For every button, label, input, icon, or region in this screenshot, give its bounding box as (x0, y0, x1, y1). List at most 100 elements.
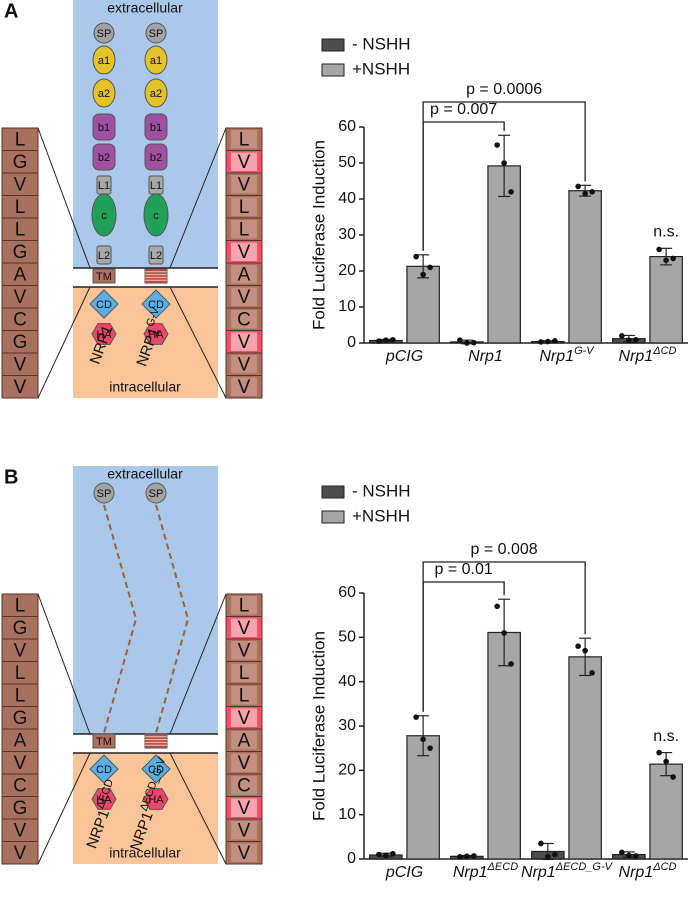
residue-letter: C (237, 775, 251, 796)
legend-label: - NSHH (352, 34, 411, 53)
data-point (656, 749, 662, 756)
residue-box (1, 375, 39, 399)
residue-letter: V (238, 152, 251, 173)
tm-striped (144, 733, 168, 749)
residue-letter: V (14, 287, 27, 308)
y-axis-label: Fold Luciferase Induction (309, 631, 328, 821)
zoom-line (37, 286, 91, 399)
domain-shape (92, 78, 116, 108)
data-point (670, 774, 676, 780)
domain-label: SP (149, 28, 164, 40)
data-point (420, 736, 426, 743)
domain-shape (93, 22, 115, 44)
x-tick-label-sup: ΔECD_G-V (555, 861, 614, 873)
residue-inner (231, 175, 257, 194)
data-point (464, 340, 470, 346)
y-tick-label: 10 (338, 298, 356, 315)
domain-label: TM (96, 271, 112, 283)
domain-shape (143, 323, 169, 345)
domain-label: CD (96, 764, 112, 776)
legend-swatch (321, 485, 345, 499)
x-tick-label: Nrp1G-V (539, 345, 595, 365)
domain-shape (93, 482, 115, 504)
domain-shape (144, 113, 168, 141)
domain-label: b1 (150, 122, 162, 134)
y-tick-label: 50 (338, 154, 356, 171)
p-value: p = 0.008 (471, 541, 538, 558)
residue-letter: V (14, 640, 27, 661)
domain-shape (91, 193, 117, 237)
domain-shape (144, 143, 168, 171)
zoom-line (37, 752, 91, 865)
residue-inner (231, 618, 257, 637)
ns-label: n.s. (653, 224, 679, 241)
residue-inner (231, 843, 257, 862)
domain-shape (96, 245, 112, 265)
x-tick-label: Nrp1ΔECD_G-V (521, 861, 614, 881)
residue-letter: L (15, 595, 26, 616)
data-point (538, 339, 544, 345)
x-tick-label-base: Nrp1 (468, 348, 503, 365)
data-point (427, 264, 433, 271)
panel-label: A (4, 0, 18, 22)
domain-label: b1 (98, 122, 110, 134)
residue-letter: G (13, 708, 28, 729)
significance-bracket (422, 561, 586, 712)
domain-shape (92, 45, 116, 75)
data-point (494, 603, 500, 610)
x-tick-label-base: pCIG (385, 348, 423, 365)
data-point (582, 647, 588, 654)
x-tick-label: Nrp1ΔCD (619, 861, 677, 881)
x-tick-label: Nrp1ΔECD (453, 861, 518, 881)
data-point (508, 661, 514, 667)
y-tick-label: 60 (338, 584, 356, 601)
domain-shape (89, 754, 119, 784)
residue-letter: L (15, 197, 26, 218)
data-point (589, 670, 595, 676)
residue-letter: L (15, 663, 26, 684)
zoom-line (169, 593, 227, 735)
legend-label: +NSHH (352, 506, 410, 525)
zoom-line (169, 127, 227, 269)
region-label: intracellular (109, 845, 181, 861)
data-point (471, 339, 477, 346)
residue-letter: V (14, 843, 27, 864)
domain-shape (92, 143, 116, 171)
residue-letter: A (14, 730, 27, 751)
residue-letter: V (238, 820, 251, 841)
domain-shape (91, 788, 117, 810)
legend-swatch (321, 38, 345, 52)
bar (568, 190, 602, 344)
residue-letter: V (238, 640, 251, 661)
y-tick-label: 30 (338, 717, 356, 734)
residue-inner (231, 798, 257, 817)
domain-label: HA (148, 794, 164, 806)
bar (568, 656, 602, 860)
domain-label: c (153, 210, 159, 222)
x-tick-label: pCIG (385, 348, 423, 365)
residue-letter: L (239, 685, 250, 706)
x-tick-label: Nrp1 (468, 348, 503, 365)
residue-letter: L (239, 197, 250, 218)
domain-label: SP (149, 488, 164, 500)
domain-label: SP (97, 28, 112, 40)
domain-shape (89, 289, 119, 319)
legend-swatch (321, 63, 345, 77)
x-tick-label-base: Nrp1 (539, 348, 574, 365)
legend-swatch (321, 510, 345, 524)
data-point (589, 189, 595, 195)
y-tick-label: 10 (338, 806, 356, 823)
domain-label: b2 (98, 152, 110, 164)
data-point (471, 853, 477, 859)
domain-label: TM (96, 736, 112, 748)
residue-letter: A (238, 730, 251, 751)
data-point (390, 850, 396, 857)
bar (487, 631, 521, 860)
domain-shape (92, 733, 116, 749)
residue-inner (231, 663, 257, 682)
data-point (626, 337, 632, 343)
data-point (619, 333, 625, 339)
domain-shape (143, 193, 169, 237)
residue-letter: C (237, 309, 251, 330)
